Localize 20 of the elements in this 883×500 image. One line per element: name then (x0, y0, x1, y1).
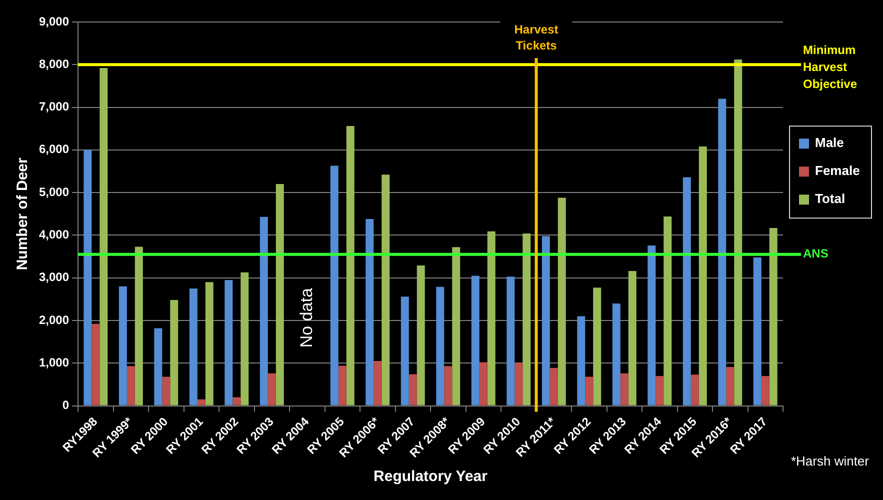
y-tick-label: 8,000 (39, 56, 70, 71)
x-axis-title: Regulatory Year (374, 468, 488, 486)
y-tick-label: 1,000 (39, 355, 70, 370)
y-axis-title: Number of Deer (14, 157, 32, 270)
legend-label: Male (815, 135, 844, 150)
legend-label: Female (815, 163, 860, 178)
annotation: No data (296, 288, 316, 348)
ref-line-label: Harvest Tickets (514, 22, 558, 52)
y-tick-label: 3,000 (39, 270, 70, 284)
y-tick-label: 6,000 (39, 142, 70, 156)
ref-line-label: Minimum Harvest Objective (803, 42, 858, 91)
y-tick-label: 4,000 (39, 228, 70, 242)
y-tick-label: 2,000 (39, 312, 70, 327)
y-tick-label: 5,000 (39, 184, 70, 199)
y-tick-label: 9,000 (39, 14, 70, 28)
text: *Harsh winter (790, 453, 870, 468)
y-tick-label: 7,000 (39, 100, 70, 114)
legend-label: Total (815, 191, 846, 206)
y-tick-label: 0 (62, 398, 70, 412)
ref-line-label: ANS (803, 246, 828, 261)
